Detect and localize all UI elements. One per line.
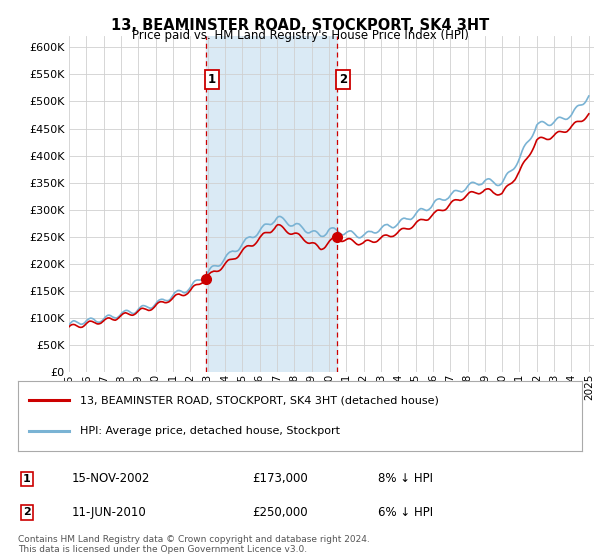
Text: 13, BEAMINSTER ROAD, STOCKPORT, SK4 3HT (detached house): 13, BEAMINSTER ROAD, STOCKPORT, SK4 3HT … [80, 395, 439, 405]
Text: Contains HM Land Registry data © Crown copyright and database right 2024.
This d: Contains HM Land Registry data © Crown c… [18, 535, 370, 554]
Text: Price paid vs. HM Land Registry's House Price Index (HPI): Price paid vs. HM Land Registry's House … [131, 29, 469, 42]
Bar [206, 36, 337, 372]
Text: 15-NOV-2002: 15-NOV-2002 [72, 472, 151, 486]
Text: 8% ↓ HPI: 8% ↓ HPI [378, 472, 433, 486]
Text: 1: 1 [23, 474, 31, 484]
Text: 11-JUN-2010: 11-JUN-2010 [72, 506, 147, 519]
Text: 6% ↓ HPI: 6% ↓ HPI [378, 506, 433, 519]
Text: 13, BEAMINSTER ROAD, STOCKPORT, SK4 3HT: 13, BEAMINSTER ROAD, STOCKPORT, SK4 3HT [111, 18, 489, 33]
Text: 2: 2 [339, 73, 347, 86]
Text: 1: 1 [208, 73, 216, 86]
Text: £173,000: £173,000 [252, 472, 308, 486]
Text: HPI: Average price, detached house, Stockport: HPI: Average price, detached house, Stoc… [80, 426, 340, 436]
Text: 2: 2 [23, 507, 31, 517]
Text: £250,000: £250,000 [252, 506, 308, 519]
